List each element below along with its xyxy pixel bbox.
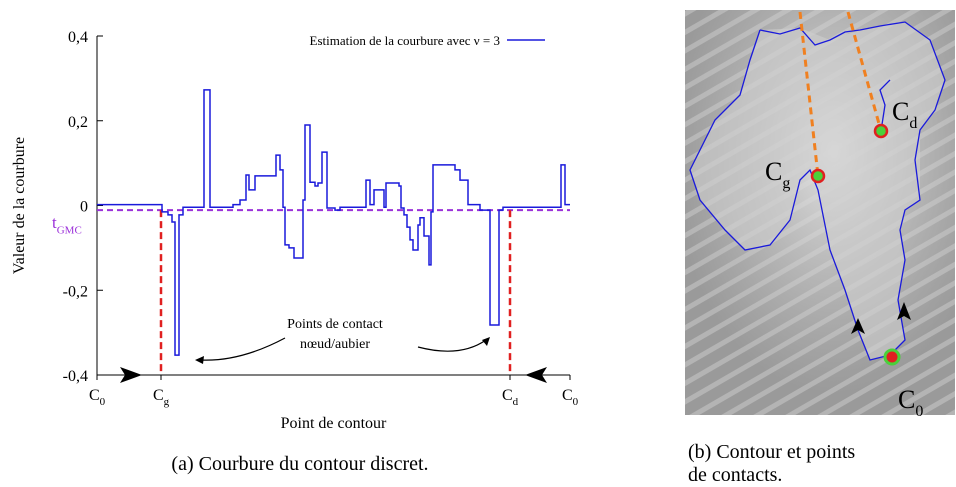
x-tick-label-main: C — [153, 387, 164, 404]
point-label-sub: g — [782, 175, 790, 192]
annotation: Points de contact — [287, 317, 383, 332]
point-label: Cd — [892, 97, 917, 132]
x-tick-label: C0 — [562, 387, 579, 408]
x-tick-label-sub: 0 — [573, 396, 579, 408]
annotation-arrow-head — [195, 356, 204, 364]
caption: de contacts. — [688, 464, 782, 486]
y-tick-label: -0,2 — [63, 283, 88, 300]
point-label-sub: d — [909, 115, 917, 132]
x-tick-label-main: C — [502, 387, 513, 404]
y-tick-label: 0,4 — [68, 29, 88, 46]
annotation: nœud/aubier — [300, 337, 370, 352]
legend-label: Estimation de la courbure avec ν = 3 — [310, 33, 500, 48]
annotation-arrow — [417, 339, 487, 352]
axis-arrow — [525, 367, 547, 383]
x-tick-label-main: C — [89, 387, 100, 404]
annotation-arrow-head — [482, 337, 490, 346]
x-tick-label: Cg — [153, 387, 170, 408]
x-tick-label-main: C — [562, 387, 573, 404]
caption: (b) Contour et points — [688, 441, 855, 463]
threshold-label: tGMC — [52, 213, 82, 236]
photo — [685, 10, 955, 415]
point-label-sub: 0 — [915, 403, 923, 420]
x-tick-label-sub: 0 — [100, 396, 106, 408]
point-label: Cg — [765, 157, 790, 192]
axis-arrow — [120, 367, 142, 383]
x-tick-label-sub: d — [513, 396, 519, 408]
y-tick-label: 0 — [80, 199, 88, 216]
x-axis-label: Point de contour — [281, 415, 387, 432]
point-label: C0 — [898, 385, 923, 420]
y-tick-label: -0,4 — [63, 368, 88, 385]
curvature-line — [97, 89, 570, 356]
point-label-main: C — [765, 157, 782, 186]
point-label-main: C — [892, 97, 909, 126]
threshold-label-main: t — [52, 213, 57, 232]
threshold-label-sub: GMC — [57, 224, 82, 236]
x-tick-label: C0 — [89, 387, 106, 408]
annotation-arrow — [199, 337, 286, 361]
y-axis-label: Valeur de la courbure — [11, 137, 28, 274]
x-tick-label: Cd — [502, 387, 519, 408]
x-tick-label-sub: g — [164, 396, 170, 408]
point-label-main: C — [898, 385, 915, 414]
y-tick-label: 0,2 — [68, 114, 88, 131]
caption: (a) Courbure du contour discret. — [171, 453, 428, 475]
